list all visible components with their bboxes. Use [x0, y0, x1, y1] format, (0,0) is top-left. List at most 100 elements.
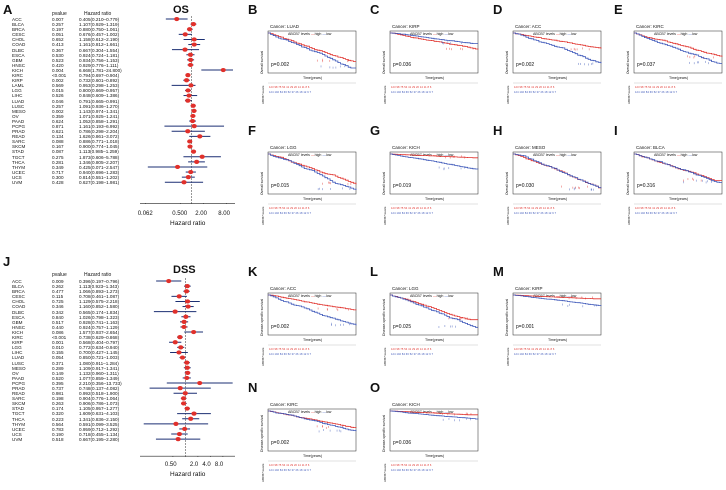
km-plot-frame: [633, 30, 723, 74]
km-cancer-title: Cancer: LGG: [270, 145, 297, 150]
forest-row-cancer: KIRP: [12, 340, 23, 346]
forest-row-pvalue: 0.440: [52, 324, 64, 330]
km-legend-high-swatch: —: [310, 410, 315, 414]
km-cancer-title: Cancer: KIRP: [515, 286, 543, 291]
forest-hr-marker: [184, 360, 190, 365]
forest-row-hr: 0.959(0.712–1.292): [79, 426, 120, 432]
km-panel-label: H: [493, 123, 503, 138]
km-legend-low: low: [325, 294, 332, 298]
km-curve-low: [634, 32, 722, 64]
km-legend-high: high: [314, 410, 322, 414]
forest-row-cancer: CESC: [12, 294, 25, 300]
forest-row-cancer: UVM: [12, 180, 23, 185]
km-cancer-title: Cancer: LGG: [392, 286, 419, 291]
forest-row-pvalue: 0.009: [52, 279, 64, 284]
forest-hr-marker: [189, 118, 196, 124]
forest-row-pvalue: 0.001: [52, 340, 64, 346]
km-legend-low: low: [570, 294, 577, 298]
forest-row-pvalue: 0.004: [52, 67, 64, 73]
forest-row-pvalue: 0.263: [52, 401, 64, 407]
forest-row-pvalue: 0.569: [52, 83, 64, 89]
forest-hr-marker: [185, 175, 191, 180]
km-legend-low-swatch: —: [443, 32, 448, 36]
forest-hr-marker: [188, 57, 194, 62]
forest-row-cancer: CESC: [12, 32, 25, 38]
forest-hr-marker: [179, 355, 186, 360]
km-risk-row-low: 124 102 84 66 52 37 26 18 12 9 7: [269, 91, 312, 94]
forest-row-pvalue: 0.223: [52, 416, 64, 422]
forest-row-cancer: UCS: [12, 431, 22, 437]
km-panel-e: E Cancer: KIRC ABCB7 levels —high —low Over…: [614, 2, 724, 112]
km-risk-label: ABCB7 levels: [383, 85, 387, 104]
forest-row-cancer: MESO: [12, 108, 26, 114]
km-plot-frame: [267, 151, 357, 195]
forest-row-hr: 1.066(0.893–1.273): [79, 289, 120, 295]
km-legend-high-swatch: —: [555, 153, 560, 157]
forest-row-hr: 0.850(0.721–1.003): [79, 355, 120, 361]
km-legend-title: ABCB7 levels: [288, 32, 311, 36]
km-panel-g: G Cancer: KICH ABCB7 levels —high —low Over…: [370, 123, 480, 233]
km-plot-frame: [389, 30, 479, 74]
forest-row-cancer: PCPG: [12, 123, 26, 129]
km-curve-low: [634, 153, 722, 183]
km-legend-high-swatch: —: [432, 294, 437, 298]
km-curve-low: [268, 153, 357, 190]
forest-row-hr: 0.667(0.195–2.280): [79, 436, 120, 442]
forest-row-pvalue: 0.652: [52, 37, 64, 43]
forest-row-hr: 1.113(0.923–1.343): [79, 284, 119, 290]
km-risk-label: ABCB7 levels: [506, 347, 510, 366]
forest-row-pvalue: 0.010: [52, 345, 64, 351]
km-legend-low-swatch: —: [321, 410, 326, 414]
forest-dss-title: DSS: [173, 264, 196, 276]
forest-row-hr: 1.626(0.861–3.072): [79, 134, 120, 140]
forest-row-pvalue: 0.174: [52, 406, 64, 412]
forest-hr-marker: [176, 431, 183, 437]
km-legend-low-swatch: —: [443, 153, 448, 157]
km-plot: [512, 30, 602, 84]
km-legend-low: low: [447, 410, 454, 414]
forest-tick-label: 8.00: [218, 211, 230, 217]
km-risk-label: ABCB7 levels: [261, 206, 265, 225]
km-legend-low-swatch: —: [687, 153, 692, 157]
km-pvalue: p=0.002: [271, 440, 290, 446]
km-plot-frame: [389, 408, 479, 452]
forest-row-cancer: THYM: [12, 164, 26, 170]
forest-row-hr: 1.077(0.859–1.349): [79, 375, 120, 381]
forest-row-cancer: UCS: [12, 174, 22, 180]
km-plot: [512, 151, 602, 205]
km-plot: [267, 30, 357, 84]
km-risk-row-low: 124 102 84 66 52 37 26 18 12 9 7: [269, 353, 312, 356]
forest-row-pvalue: 0.046: [52, 98, 64, 104]
forest-row-hr: 0.904(0.776–1.064): [79, 396, 120, 402]
forest-os-pvalue-header: pvalue: [52, 11, 67, 17]
forest-row-pvalue: 0.783: [52, 426, 64, 432]
km-plot: [633, 151, 723, 205]
km-risk-row-high: 123 98 75 54 41 29 20 14 11 8 6: [391, 348, 432, 351]
forest-row-cancer: KIRC: [12, 73, 23, 79]
forest-hr-marker: [182, 32, 188, 37]
km-legend-low: low: [325, 410, 332, 414]
forest-dss-hr-header: Hazard ratio: [84, 272, 112, 278]
forest-row-pvalue: 0.717: [52, 169, 64, 175]
km-plot: [633, 30, 723, 84]
forest-tick-label: 0.50: [164, 462, 177, 468]
forest-os-title: OS: [173, 4, 189, 16]
forest-row-cancer: HNSC: [12, 62, 26, 68]
km-risk-row-low: 124 102 84 66 52 37 26 18 12 9 7: [269, 469, 312, 472]
forest-row-hr: 0.748(0.137–4.082): [79, 385, 120, 391]
km-legend-low: low: [570, 32, 577, 36]
forest-row-cancer: ACC: [12, 279, 22, 284]
forest-hr-marker: [178, 345, 184, 350]
km-panel-label: N: [248, 380, 258, 395]
forest-hr-marker: [191, 124, 197, 129]
forest-row-hr: 0.934(0.756–1.153): [79, 57, 120, 63]
forest-row-pvalue: 0.257: [52, 103, 64, 109]
forest-hr-marker: [181, 324, 187, 330]
km-legend-high: high: [436, 294, 444, 298]
km-curve-high: [390, 153, 478, 159]
km-risk-row-high: 123 98 75 54 41 29 20 14 11 8 6: [269, 348, 310, 351]
km-panel-d: D Cancer: ACC ABCB7 levels —high —low Overa…: [493, 2, 603, 112]
forest-row-hr: 1.129(0.575–2.218): [79, 299, 120, 305]
forest-os-xlabel: Hazard ratio: [170, 220, 206, 227]
km-panel-i: I Cancer: BLCA ABCB7 levels —high —low Over…: [614, 123, 724, 233]
